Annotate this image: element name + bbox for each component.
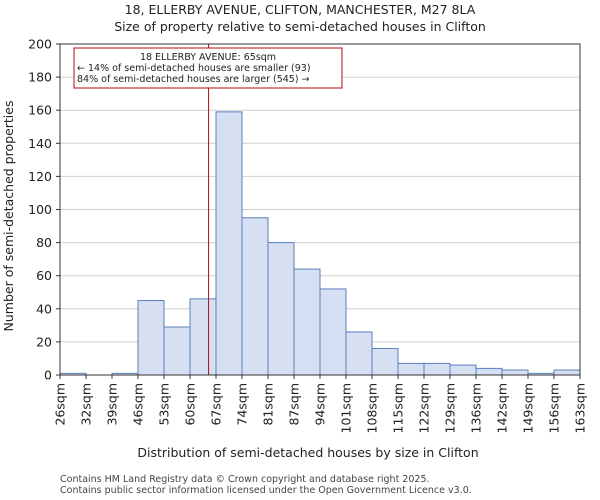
bar [267,242,295,376]
bar [501,369,529,376]
footer-line-1: Contains HM Land Registry data © Crown c… [60,474,430,485]
y-axis-label: Number of semi-detached properties [1,101,16,332]
bar [397,362,425,376]
bar [137,300,165,376]
x-tick-label: 94sqm [313,383,328,426]
bar [241,217,269,376]
chart-title: 18, ELLERBY AVENUE, CLIFTON, MANCHESTER,… [125,2,476,17]
x-tick-label: 26sqm [53,383,68,426]
x-tick-label: 101sqm [339,383,354,433]
chart-subtitle: Size of property relative to semi-detach… [114,19,486,34]
bar [371,348,399,376]
x-tick-label: 81sqm [261,383,276,426]
x-axis-ticks: 26sqm 32sqm 39sqm 46sqm 53sqm 60sqm 67sqm 74sqm… [53,375,588,433]
y-tick-label: 20 [36,334,52,349]
y-tick-label: 120 [28,169,52,184]
x-tick-label: 74sqm [235,383,250,426]
annotation-box: 18 ELLERBY AVENUE: 65sqm ← 14% of semi-d… [73,47,343,89]
annotation-line-3: 84% of semi-detached houses are larger (… [77,74,310,85]
bar [189,298,217,376]
y-tick-label: 180 [28,70,52,85]
x-tick-label: 108sqm [365,383,380,433]
bar [215,111,243,376]
y-tick-label: 200 [28,37,52,52]
x-tick-label: 67sqm [209,383,224,426]
y-axis-ticks: 0 20 40 60 80 100 120 140 160 180 200 [28,37,60,383]
x-tick-label: 46sqm [131,383,146,426]
y-tick-label: 160 [28,103,52,118]
bar [553,369,581,376]
y-tick-label: 80 [36,235,52,250]
x-tick-label: 53sqm [157,383,172,426]
x-tick-label: 156sqm [547,383,562,433]
x-tick-label: 136sqm [469,383,484,433]
bar [475,367,503,376]
bar [319,288,347,376]
y-tick-label: 40 [36,301,52,316]
x-tick-label: 115sqm [391,383,406,433]
y-tick-label: 0 [44,368,52,383]
x-axis-label: Distribution of semi-detached houses by … [137,445,478,460]
bars-group [59,111,581,376]
annotation-line-1: 18 ELLERBY AVENUE: 65sqm [140,52,276,63]
bar [163,326,191,376]
y-tick-label: 140 [28,136,52,151]
bar [449,364,477,376]
x-tick-label: 60sqm [183,383,198,426]
annotation-frame [73,47,343,89]
x-tick-label: 142sqm [495,383,510,433]
x-tick-label: 163sqm [573,383,588,433]
x-tick-label: 122sqm [417,383,432,433]
plot-frame [59,43,581,376]
bar [423,362,451,376]
x-tick-label: 87sqm [287,383,302,426]
annotation-line-2: ← 14% of semi-detached houses are smalle… [77,63,311,74]
y-tick-label: 100 [28,202,52,217]
y-tick-label: 60 [36,268,52,283]
x-tick-label: 149sqm [521,383,536,433]
x-tick-label: 129sqm [443,383,458,433]
bar [293,268,321,376]
bar [345,331,373,376]
x-tick-label: 32sqm [79,383,94,426]
footer-line-2: Contains public sector information licen… [60,485,472,496]
x-tick-label: 39sqm [105,383,120,426]
